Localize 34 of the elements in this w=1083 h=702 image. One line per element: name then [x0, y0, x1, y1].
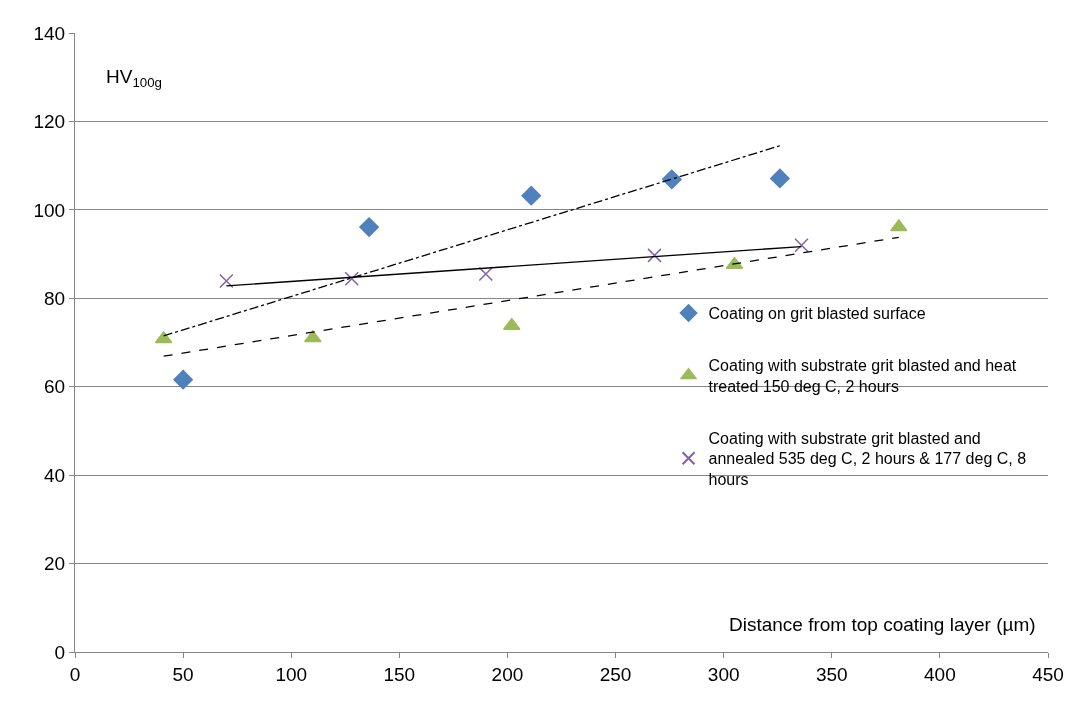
x-tick-label: 400: [924, 663, 956, 685]
point: [521, 185, 542, 206]
y-tick-label: 60: [44, 376, 66, 398]
point: [344, 271, 360, 287]
y-axis-title: HV$_{100g}$: [106, 66, 162, 90]
y-tick-label: 80: [44, 287, 66, 309]
legend-label: Coating on grit blasted surface: [708, 305, 926, 323]
point: [359, 217, 379, 237]
y-tick-label: 120: [33, 111, 66, 133]
x-tick-label: 150: [383, 663, 416, 685]
x-tick-label: 200: [491, 663, 524, 685]
x-tick-label: 100: [275, 663, 308, 685]
point: [647, 248, 662, 263]
x-tick-label: 50: [172, 663, 194, 685]
point: [770, 168, 790, 189]
point: [304, 330, 322, 343]
x-axis-title: Distance from top coating layer (µm): [729, 614, 1036, 635]
x-tick-label: 300: [707, 663, 740, 685]
y-tick-label: 140: [33, 22, 66, 44]
y-tick-label: 100: [33, 199, 66, 221]
point: [661, 169, 682, 190]
point: [478, 266, 494, 282]
legend-label: Coating with substrate grit blasted and heat treated 150 deg C, 2 hours: [708, 357, 1017, 395]
point: [219, 273, 234, 289]
y-tick-label: 40: [44, 464, 66, 486]
x-tick-label: 450: [1032, 663, 1064, 685]
y-tick-label: 0: [54, 641, 66, 663]
x-tick-label: 250: [599, 663, 632, 685]
x-tick-label: 350: [815, 663, 848, 685]
x-tick-label: 0: [69, 663, 81, 685]
legend-label: Coating with substrate grit blasted and annealed 535 deg C, 2 hours & 177 deg C, 8 hours: [708, 429, 1027, 489]
point: [794, 237, 809, 253]
point: [173, 369, 193, 390]
y-tick-label: 20: [44, 553, 66, 575]
